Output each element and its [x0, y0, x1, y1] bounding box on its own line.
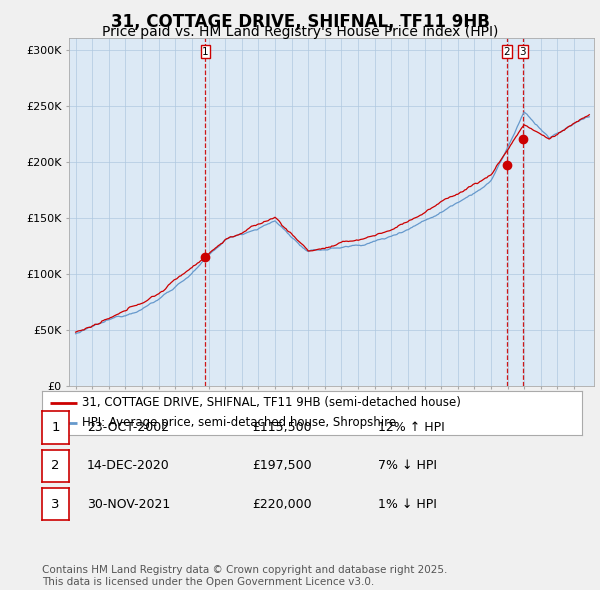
- Text: £197,500: £197,500: [252, 459, 311, 473]
- Text: 2: 2: [51, 459, 60, 473]
- Text: £220,000: £220,000: [252, 497, 311, 511]
- Text: 7% ↓ HPI: 7% ↓ HPI: [378, 459, 437, 473]
- Text: Price paid vs. HM Land Registry's House Price Index (HPI): Price paid vs. HM Land Registry's House …: [102, 25, 498, 39]
- Text: 12% ↑ HPI: 12% ↑ HPI: [378, 421, 445, 434]
- Text: 2: 2: [503, 47, 510, 57]
- Text: 3: 3: [51, 497, 60, 511]
- Text: 1: 1: [202, 47, 209, 57]
- Text: £115,500: £115,500: [252, 421, 311, 434]
- Text: 31, COTTAGE DRIVE, SHIFNAL, TF11 9HB (semi-detached house): 31, COTTAGE DRIVE, SHIFNAL, TF11 9HB (se…: [83, 396, 461, 409]
- Text: 14-DEC-2020: 14-DEC-2020: [87, 459, 170, 473]
- Text: 30-NOV-2021: 30-NOV-2021: [87, 497, 170, 511]
- Text: 1% ↓ HPI: 1% ↓ HPI: [378, 497, 437, 511]
- Text: 23-OCT-2002: 23-OCT-2002: [87, 421, 169, 434]
- Text: 31, COTTAGE DRIVE, SHIFNAL, TF11 9HB: 31, COTTAGE DRIVE, SHIFNAL, TF11 9HB: [110, 13, 490, 31]
- Text: HPI: Average price, semi-detached house, Shropshire: HPI: Average price, semi-detached house,…: [83, 417, 397, 430]
- Text: Contains HM Land Registry data © Crown copyright and database right 2025.
This d: Contains HM Land Registry data © Crown c…: [42, 565, 448, 587]
- Text: 3: 3: [520, 47, 526, 57]
- Text: 1: 1: [51, 421, 60, 434]
